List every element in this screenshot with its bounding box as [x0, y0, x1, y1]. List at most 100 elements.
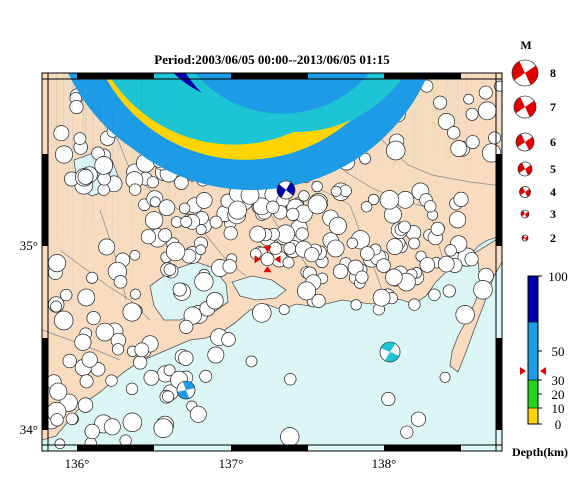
earthquake-marker	[86, 73, 243, 284]
depth-legend: 100 50 30 20 10 0 Depth(km)	[512, 269, 568, 459]
earthquake-marker	[95, 73, 303, 342]
depth-bar-blue	[527, 321, 539, 381]
earthquake-marker-large	[276, 180, 296, 200]
earthquake-marker	[450, 73, 468, 157]
earthquake-marker	[408, 73, 421, 311]
earthquake-marker	[430, 73, 445, 236]
earthquake-marker	[361, 73, 373, 213]
earthquake-marker	[328, 73, 347, 235]
magnitude-legend-label-2: 2	[550, 231, 556, 245]
depth-tick-20: 20	[552, 387, 565, 402]
magnitude-legend-label-3: 3	[550, 207, 556, 221]
earthquake-marker	[350, 73, 362, 311]
earthquake-marker	[455, 73, 475, 325]
earthquake-marker	[125, 73, 144, 189]
magnitude-legend-ball-8	[511, 59, 539, 87]
earthquake-marker	[381, 73, 396, 406]
earthquake-marker	[195, 73, 207, 235]
earthquake-marker	[453, 73, 469, 207]
magnitude-legend-label-7: 7	[550, 100, 556, 114]
earthquake-marker	[77, 73, 267, 307]
earthquake-marker	[488, 73, 501, 145]
depth-bar-green	[527, 379, 539, 409]
y-tick-34: 34°	[20, 422, 38, 437]
earthquake-marker	[209, 73, 223, 229]
earthquake-marker	[223, 73, 238, 241]
earthquake-marker	[179, 73, 194, 334]
earthquake-marker	[438, 73, 455, 273]
earthquake-marker	[280, 73, 300, 447]
earthquake-marker	[54, 73, 429, 450]
magnitude-legend-ball-4	[519, 186, 531, 198]
earthquake-marker	[53, 73, 70, 142]
earthquake-marker	[143, 73, 351, 386]
earthquake-marker	[449, 73, 467, 229]
earthquake-marker	[379, 73, 400, 210]
earthquake-marker	[307, 73, 328, 215]
earthquake-marker	[245, 73, 258, 368]
earthquake-marker	[477, 73, 494, 284]
depth-marker-right	[540, 367, 546, 375]
highlighted-event	[254, 73, 281, 273]
x-tick-138: 138°	[372, 456, 397, 471]
bay-mikawa	[231, 275, 287, 301]
depth-bar-yellow	[527, 407, 539, 425]
depth-tick-100: 100	[548, 269, 568, 284]
earthquake-marker	[199, 73, 332, 383]
magnitude-legend-label-8: 8	[550, 66, 556, 80]
earthquake-marker	[163, 73, 338, 377]
depth-tick-10: 10	[552, 401, 565, 416]
earthquake-marker	[385, 73, 403, 286]
earthquake-marker	[408, 73, 421, 250]
earthquake-marker	[376, 73, 391, 273]
earthquake-marker	[330, 73, 342, 197]
earthquake-marker	[158, 73, 172, 243]
earthquake-marker	[439, 73, 451, 383]
magnitude-legend-label-5: 5	[550, 162, 556, 176]
depth-legend-label: Depth(km)	[512, 445, 568, 459]
earthquake-marker-large	[176, 380, 196, 400]
highlighted-event-marker-right	[274, 255, 281, 264]
earthquake-marker	[222, 73, 237, 274]
earthquake-marker	[286, 73, 300, 221]
earthquake-marker	[400, 73, 414, 439]
earthquake-marker	[54, 73, 73, 164]
earthquake-marker	[129, 73, 247, 300]
earthquake-marker	[249, 73, 267, 243]
magnitude-legend: M 8 7 6 5 4 3 2	[511, 38, 556, 245]
earthquake-marker	[195, 73, 206, 255]
earthquake-marker	[304, 73, 320, 263]
earthquake-marker	[178, 73, 315, 366]
earthquake-marker	[447, 73, 461, 140]
earthquake-marker	[465, 73, 479, 121]
depth-bar-navy	[527, 275, 539, 323]
magnitude-legend-ball-5	[517, 161, 533, 177]
earthquake-marker	[437, 73, 455, 131]
depth-tick-0: 0	[555, 417, 562, 432]
magnitude-legend-ball-6	[515, 132, 535, 152]
highlighted-event-marker-left	[254, 255, 261, 264]
magnitude-legend-ball-2	[521, 234, 529, 242]
earthquake-marker	[346, 73, 358, 249]
earthquake-marker	[206, 73, 224, 310]
map-title: Period:2003/06/05 00:00--2013/06/05 01:1…	[154, 52, 390, 67]
earthquake-marker	[189, 73, 386, 423]
earthquake-marker	[282, 73, 295, 269]
earthquake-marker	[463, 73, 474, 105]
earthquake-marker	[326, 73, 345, 258]
magnitude-legend-label-4: 4	[550, 185, 556, 199]
earthquake-marker	[153, 73, 406, 439]
earthquake-marker	[465, 73, 480, 149]
earthquake-marker	[284, 73, 297, 386]
map-frame	[41, 72, 503, 452]
magnitude-legend-label-6: 6	[550, 135, 556, 149]
magnitude-legend-header: M	[520, 38, 531, 52]
highlighted-event-marker-bottom	[263, 266, 272, 273]
earthquake-marker	[298, 73, 310, 202]
x-tick-136: 136°	[65, 456, 90, 471]
earthquake-marker	[122, 73, 272, 322]
earthquake-marker	[252, 73, 272, 323]
earthquake-marker-large	[379, 341, 401, 363]
magnitude-legend-ball-3	[520, 209, 530, 219]
